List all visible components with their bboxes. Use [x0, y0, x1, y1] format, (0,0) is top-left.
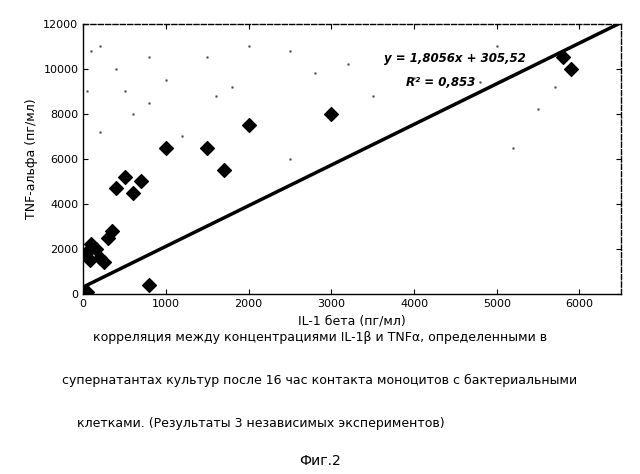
Point [95, 254, 105, 262]
Text: R² = 0,853: R² = 0,853 [406, 76, 475, 89]
Point [90, 245, 100, 253]
Point [81, 249, 91, 257]
Point [86, 241, 97, 248]
Point [161, 144, 171, 151]
Text: клетками. (Результаты 3 независимых экспериментов): клетками. (Результаты 3 независимых эксп… [77, 417, 444, 429]
Text: корреляция между концентрациями IL-1β и TNFα, определенными в: корреляция между концентрациями IL-1β и … [93, 331, 547, 344]
Point [136, 178, 146, 185]
Point [78, 290, 88, 298]
Text: супернатантах культур после 16 час контакта моноцитов с бактериальными: супернатантах культур после 16 час конта… [63, 374, 577, 387]
Point [326, 110, 337, 118]
Point [566, 65, 576, 73]
Point [107, 227, 117, 235]
Point [99, 259, 109, 266]
Y-axis label: TNF-альфа (пг/мл): TNF-альфа (пг/мл) [25, 99, 38, 219]
Point [219, 166, 229, 174]
Point [82, 288, 92, 295]
Point [202, 144, 212, 151]
Point [84, 256, 95, 264]
Point [111, 184, 122, 192]
Point [144, 281, 154, 289]
Point [558, 54, 568, 61]
Point [120, 173, 130, 181]
Point [128, 189, 138, 196]
Text: y = 1,8056x + 305,52: y = 1,8056x + 305,52 [384, 52, 526, 64]
Point [103, 234, 113, 241]
Text: Фиг.2: Фиг.2 [299, 454, 341, 467]
X-axis label: IL-1 бета (пг/мл): IL-1 бета (пг/мл) [298, 314, 406, 327]
Point [243, 121, 253, 129]
